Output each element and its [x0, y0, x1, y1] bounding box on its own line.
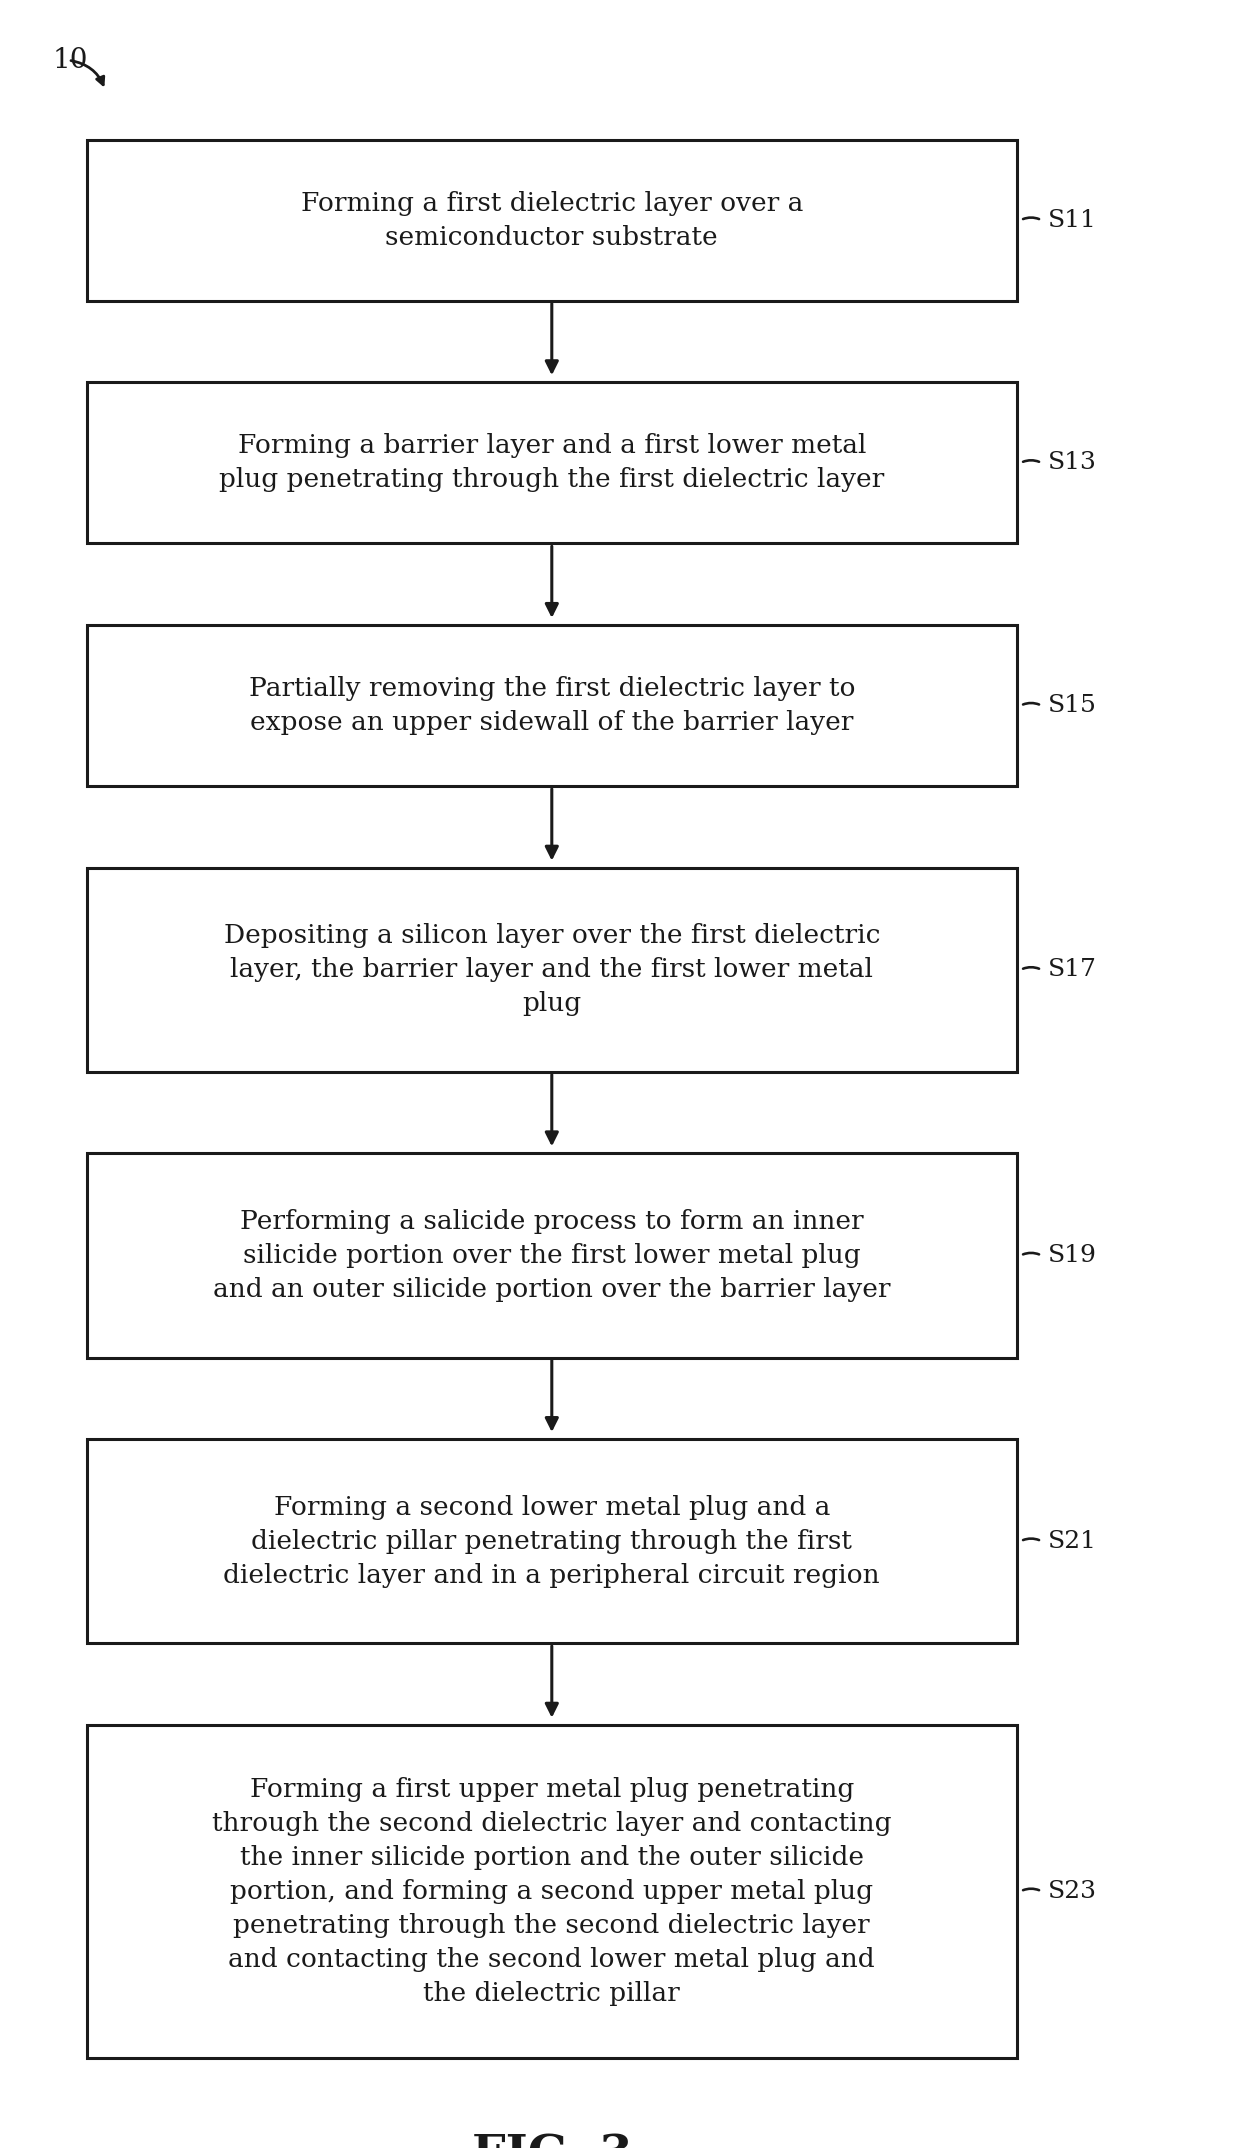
- Bar: [87, 1725, 1017, 2058]
- Text: Forming a first upper metal plug penetrating
through the second dielectric layer: Forming a first upper metal plug penetra…: [212, 1776, 892, 2006]
- Text: 10: 10: [52, 47, 88, 75]
- Text: Forming a second lower metal plug and a
dielectric pillar penetrating through th: Forming a second lower metal plug and a …: [223, 1495, 880, 1587]
- Text: S19: S19: [1048, 1244, 1096, 1267]
- Text: Forming a first dielectric layer over a
semiconductor substrate: Forming a first dielectric layer over a …: [300, 191, 804, 249]
- Text: S11: S11: [1048, 208, 1096, 232]
- Bar: [87, 140, 1017, 301]
- Bar: [87, 868, 1017, 1072]
- Bar: [87, 625, 1017, 786]
- Text: Forming a barrier layer and a first lower metal
plug penetrating through the fir: Forming a barrier layer and a first lowe…: [219, 434, 884, 492]
- Text: Performing a salicide process to form an inner
silicide portion over the first l: Performing a salicide process to form an…: [213, 1209, 890, 1302]
- Bar: [87, 1439, 1017, 1643]
- Bar: [87, 1153, 1017, 1358]
- Bar: [87, 382, 1017, 543]
- Text: Depositing a silicon layer over the first dielectric
layer, the barrier layer an: Depositing a silicon layer over the firs…: [223, 924, 880, 1016]
- Text: FIG. 3: FIG. 3: [471, 2133, 632, 2148]
- Text: S17: S17: [1048, 958, 1096, 982]
- Text: S13: S13: [1048, 451, 1096, 475]
- Text: S21: S21: [1048, 1529, 1096, 1553]
- Text: S15: S15: [1048, 694, 1096, 717]
- Text: Partially removing the first dielectric layer to
expose an upper sidewall of the: Partially removing the first dielectric …: [248, 677, 856, 735]
- Text: S23: S23: [1048, 1880, 1097, 1903]
